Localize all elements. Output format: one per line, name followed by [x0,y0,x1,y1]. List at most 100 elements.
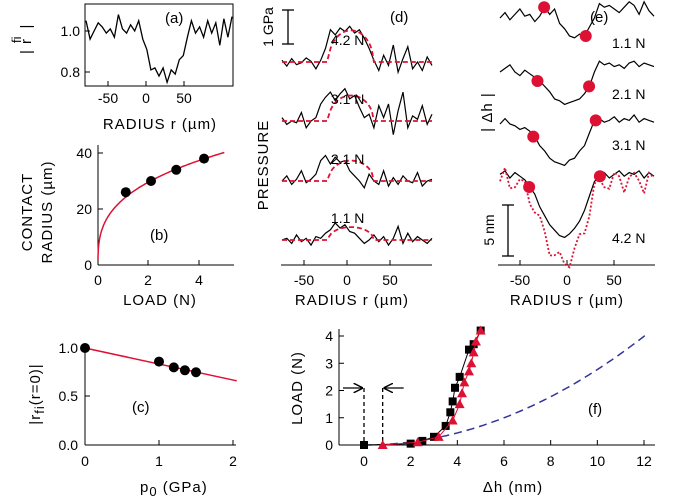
panel-f-triangle-point [457,388,467,398]
panel-f-triangle-point [412,437,423,447]
panel-c-label: (c) [132,399,150,416]
panel-d-fit-line [282,94,432,122]
panel-f-square-point [465,345,473,354]
svg-text:| r: | r [18,38,35,54]
panel-c-xtick-3: 2 [229,453,237,469]
panel-d-series-label: 1.1 N [331,210,364,226]
panel-c-xlabel: p0 (GPa) [140,479,208,499]
panel-f-triangle-point [464,366,474,376]
panel-e-profile-line [499,60,655,106]
panel-d-series-label: 2.1 N [331,151,364,167]
panel-a-label: (a) [165,10,183,27]
panel-e-contact-point [583,80,596,93]
panel-e-xtick-3: 50 [606,272,622,288]
panel-b-xlabel: LOAD (N) [123,292,197,309]
panel-e-contact-point [527,130,540,143]
panel-e-profile-line [499,114,655,167]
panel-f-xtick-label: 0 [360,453,368,469]
panel-e-contact-point [523,181,536,193]
panel-a-xtick-3: 50 [176,90,192,106]
panel-d-xlabel: RADIUS r (µm) [295,292,409,309]
panel-e-series-label: 3.1 N [612,137,645,153]
panel-b-point [146,176,157,186]
panel-d-profile-line [281,25,433,75]
panel-f-ytick-label: 3 [325,355,333,371]
panel-e-series-label: 2.1 N [612,86,645,102]
panel-a: (a) | r fi | 1.0 0.8 -50 0 50 RADIUS r (… [9,3,234,133]
panel-a-ylabel: | r [18,38,35,54]
panel-e-contact-point [531,75,544,87]
panel-a-xtick-1: -50 [98,90,118,106]
panel-a-xlabel: RADIUS r (µm) [103,116,217,133]
panel-f-triangle-point [454,399,465,409]
panel-e-series-label: 1.1 N [612,35,645,51]
panel-f-xtick-label: 2 [407,453,415,469]
panel-f-xtick-label: 10 [590,453,606,469]
panel-f-triangle-point [447,415,458,425]
panel-e-contact-point [589,114,602,127]
panel-c-point [168,362,179,373]
panel-e-xlabel: RADIUS r (µm) [510,292,624,309]
panel-a-xtick-2: 0 [142,90,150,106]
panel-b-ytick-2: 20 [76,201,92,217]
panel-b-ylabel-2: RADIUS (µm) [39,161,56,264]
panel-b-ytick-1: 40 [76,145,92,161]
panel-e-scalebar: 5 nm [481,214,497,245]
panel-a-ytick-2: 0.8 [61,64,81,80]
panel-a-ylabel-close: | [18,24,35,29]
panel-f-square-point [455,372,464,381]
panel-f-square-point [448,397,457,406]
panel-f-ylabel: LOAD (N) [289,351,306,425]
panel-c-point [80,343,90,353]
panel-e: -50 0 50 RADIUS r (µm) (e) | Δh | 5 nm 1… [479,0,655,309]
panel-f-square-point [446,408,455,417]
panel-f-triangle-point [459,377,470,387]
panel-e-fit-line [499,164,655,269]
panel-d-scalebar: 1 GPa [260,7,276,47]
panel-e-label: (e) [590,9,608,26]
panel-a-frame [84,3,234,87]
panel-e-contact-point [538,1,551,14]
panel-d-profile-line [281,222,433,247]
panel-b-point [120,187,131,198]
panel-c: 1.0 0.5 0.0 0 1 2 p0 (GPa) (c) |rfi(r=0)… [27,340,237,499]
panel-c-ytick-1: 1.0 [59,340,79,356]
panel-f-triangle-point [468,347,479,357]
panel-e-profile-line [499,169,655,239]
panel-a-series-line [85,14,233,85]
panel-e-contact-point [593,170,606,183]
panel-b-point [199,153,210,164]
panel-f-triangle-point [466,358,477,368]
panel-f-ytick-label: 4 [325,328,333,344]
panel-c-xtick-2: 1 [155,453,163,469]
panel-c-ylabel: |rfi(r=0)| [27,363,47,424]
panel-f-label: (f) [588,401,602,418]
panel-a-ylabel-sub: fi [9,36,24,43]
panel-f-xtick-label: 8 [547,453,555,469]
panel-d-fit-line [282,159,432,182]
panel-f-square-point [451,383,459,392]
panel-c-ytick-2: 0.5 [59,388,79,404]
panel-c-xtick-1: 0 [81,453,89,469]
panel-b-label: (b) [150,227,168,244]
panel-e-series-label: 4.2 N [612,230,645,246]
panel-b-xtick-1: 0 [94,272,102,288]
panel-d-ylabel: PRESSURE [255,120,272,211]
panel-d-series-label: 4.2 N [331,32,364,48]
panel-b-point [171,164,182,175]
panel-f-square-point [406,439,415,448]
panel-d-label: (d) [390,9,408,26]
panel-f-triangle-point [433,431,444,441]
panel-f-square-point [430,432,438,441]
panel-f-triangle-point [475,325,486,335]
panel-c-point [191,367,201,378]
panel-f-ytick-label: 1 [325,410,333,426]
panel-d-fit-line [282,29,432,63]
panel-b: 40 20 0 0 2 4 LOAD (N) (b) CONTACT RADIU… [19,145,234,309]
panel-f-square-point [441,421,450,430]
panel-e-contact-point [579,30,592,42]
panel-f-ytick-label: 2 [325,383,333,399]
panel-f-ytick-label: 0 [325,437,333,453]
